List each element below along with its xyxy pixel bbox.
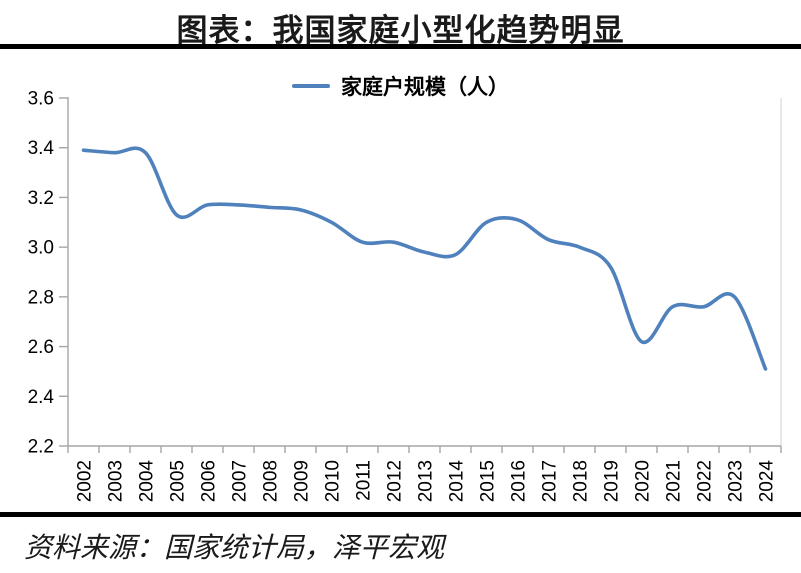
y-axis-label: 2.4: [28, 387, 55, 408]
x-axis-label: 2019: [602, 460, 623, 502]
x-axis-label: 2011: [354, 460, 375, 501]
x-axis-label: 2016: [509, 460, 530, 502]
x-axis-label: 2007: [230, 460, 251, 502]
x-axis-label: 2003: [106, 460, 127, 502]
x-axis-label: 2020: [633, 460, 654, 502]
x-axis-label: 2024: [757, 460, 778, 503]
x-axis-label: 2009: [292, 460, 313, 502]
source-note: 资料来源：国家统计局，泽平宏观: [24, 533, 445, 564]
line-chart-svg: 3.6 3.4 3.2 3.0 2.8 2.6 2.4 2.2 2002 2003 2004 2005…: [28, 89, 782, 503]
x-axis-label: 2023: [726, 460, 747, 502]
y-axis-label: 3.4: [28, 138, 55, 159]
series-line-household-size: [81, 146, 768, 371]
y-axis-label: 2.8: [28, 287, 54, 308]
y-axis-label: 2.2: [28, 437, 54, 458]
x-axis-label: 2015: [478, 460, 499, 502]
x-axis-label: 2008: [261, 460, 282, 502]
x-axis-label: 2004: [137, 460, 158, 503]
x-axis-label: 2013: [416, 460, 437, 502]
y-axis-label: 3.2: [28, 188, 54, 209]
x-axis-label: 2002: [75, 460, 96, 502]
x-axis-label: 2018: [571, 460, 592, 502]
x-axis-label: 2006: [199, 460, 220, 502]
page-title: 图表：我国家庭小型化趋势明显: [176, 13, 625, 48]
x-axis-label: 2014: [447, 460, 468, 503]
x-axis-label: 2022: [695, 460, 716, 502]
x-axis-label: 2012: [385, 460, 406, 502]
x-axis-label: 2005: [168, 460, 189, 502]
top-rule: [0, 44, 801, 49]
x-axis-label: 2021: [664, 460, 685, 502]
y-axis-label: 3.6: [28, 89, 54, 110]
x-axis-label: 2017: [540, 460, 561, 502]
chart-area: 3.6 3.4 3.2 3.0 2.8 2.6 2.4 2.2 2002 2003 2004 2005…: [0, 49, 801, 512]
x-axis-label: 2010: [323, 460, 344, 502]
y-axis-label: 2.6: [28, 337, 54, 358]
y-axis-label: 3.0: [28, 238, 54, 259]
bottom-rule: [0, 512, 801, 517]
